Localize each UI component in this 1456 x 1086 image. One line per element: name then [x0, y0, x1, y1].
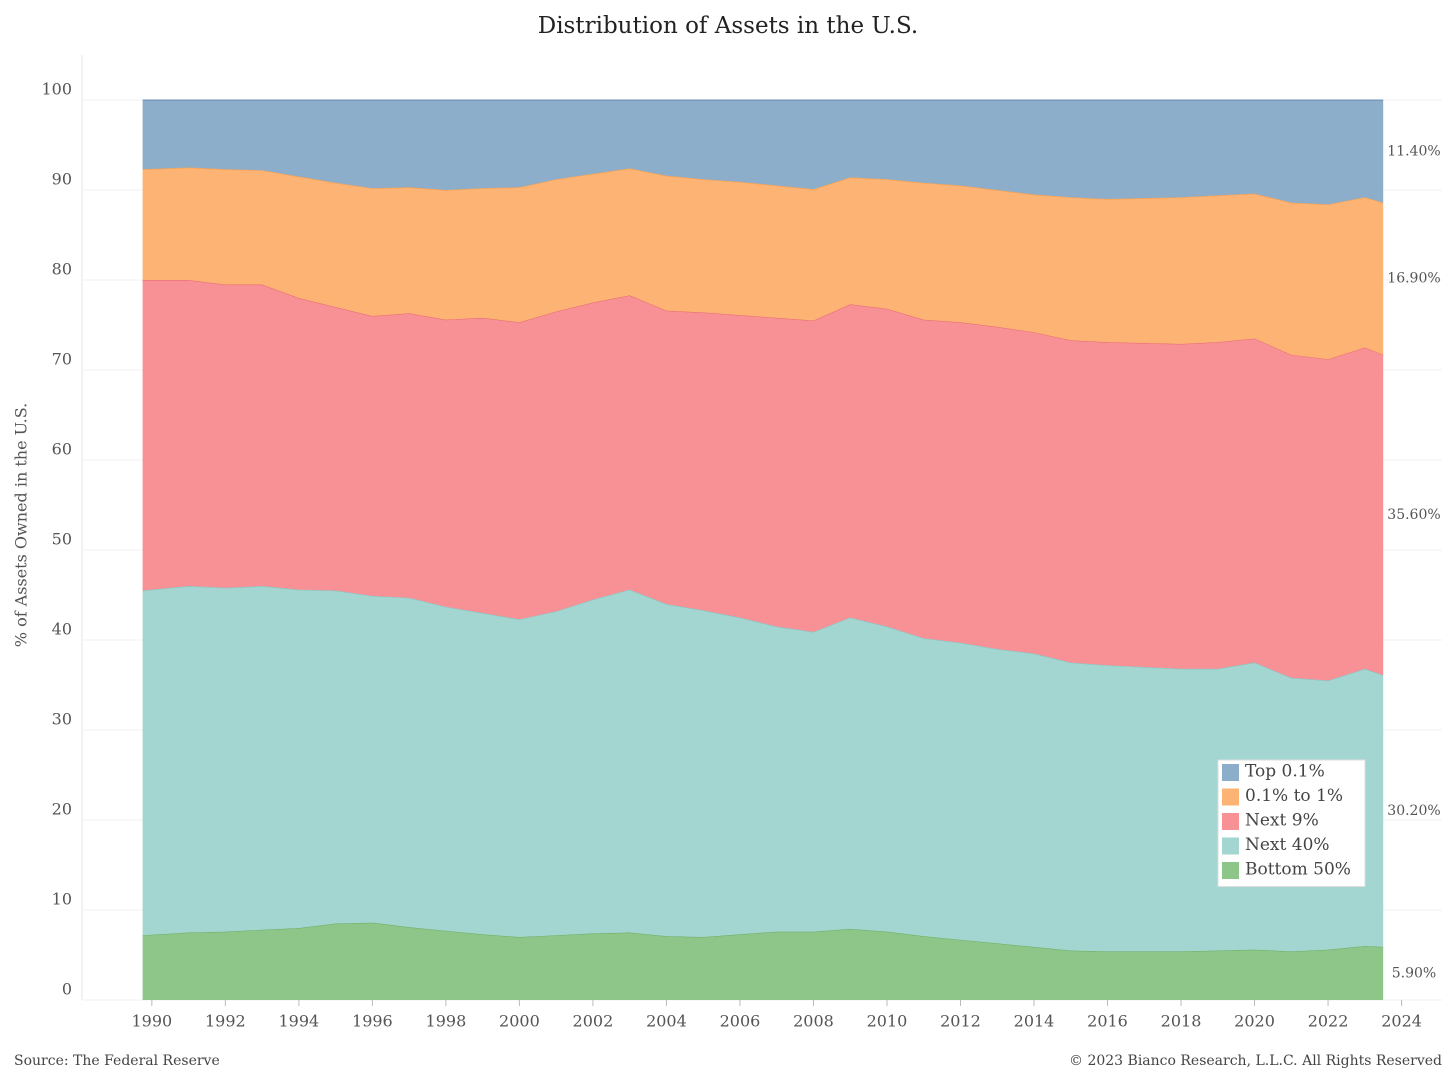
- legend-label: Next 40%: [1245, 835, 1330, 855]
- x-tick-label: 2014: [1014, 1012, 1055, 1031]
- y-axis-title: % of Assets Owned in the U.S.: [12, 403, 31, 647]
- y-tick-label: 70: [52, 350, 72, 369]
- copyright: © 2023 Bianco Research, L.L.C. All Right…: [1069, 1053, 1442, 1069]
- x-tick-label: 2012: [940, 1012, 981, 1031]
- x-tick-label: 1990: [131, 1012, 172, 1031]
- x-tick-label: 1998: [426, 1012, 467, 1031]
- y-tick-label: 40: [52, 620, 72, 639]
- chart-title: Distribution of Assets in the U.S.: [538, 13, 918, 39]
- legend-swatch: [1222, 764, 1239, 781]
- x-tick-label: 2022: [1308, 1012, 1349, 1031]
- legend-label: 0.1% to 1%: [1245, 786, 1343, 806]
- x-tick-label: 2000: [499, 1012, 540, 1031]
- y-tick-label: 10: [52, 890, 72, 909]
- x-tick-label: 2024: [1381, 1012, 1422, 1031]
- legend-label: Next 9%: [1245, 811, 1319, 831]
- area: [142, 586, 1384, 952]
- legend-label: Top 0.1%: [1245, 762, 1325, 782]
- area: [142, 922, 1384, 1000]
- x-tick-label: 2002: [573, 1012, 614, 1031]
- end-label: 5.90%: [1392, 965, 1436, 981]
- y-tick-label: 20: [52, 800, 72, 819]
- x-tick-label: 2010: [867, 1012, 908, 1031]
- x-tick-label: 2008: [793, 1012, 834, 1031]
- legend-swatch: [1222, 813, 1239, 830]
- x-tick-label: 2020: [1234, 1012, 1275, 1031]
- x-tick-label: 1996: [352, 1012, 393, 1031]
- legend-box: [1217, 759, 1366, 887]
- x-tick-label: 1994: [279, 1012, 320, 1031]
- area: [142, 167, 1384, 360]
- y-tick-label: 100: [41, 80, 72, 99]
- end-label: 16.90%: [1387, 271, 1440, 287]
- x-tick-label: 2006: [720, 1012, 761, 1031]
- legend-swatch: [1222, 837, 1239, 855]
- legend-label: Bottom 50%: [1245, 860, 1351, 880]
- y-tick-label: 60: [52, 440, 72, 459]
- y-tick-label: 50: [52, 530, 72, 549]
- source: Source: The Federal Reserve: [14, 1053, 220, 1069]
- end-label: 35.60%: [1387, 507, 1440, 523]
- area: [142, 100, 1384, 205]
- y-tick-label: 0: [62, 980, 72, 999]
- end-label: 11.40%: [1387, 143, 1440, 159]
- x-tick-label: 2018: [1161, 1012, 1202, 1031]
- y-tick-label: 90: [52, 170, 72, 189]
- area: [142, 280, 1384, 681]
- y-tick-label: 30: [52, 710, 72, 729]
- x-tick-label: 2016: [1087, 1012, 1128, 1031]
- x-tick-label: 2004: [646, 1012, 687, 1031]
- legend-swatch: [1222, 862, 1239, 879]
- x-tick-label: 1992: [205, 1012, 246, 1031]
- y-tick-label: 80: [52, 260, 72, 279]
- legend-swatch: [1222, 788, 1239, 806]
- end-label: 30.20%: [1387, 803, 1440, 819]
